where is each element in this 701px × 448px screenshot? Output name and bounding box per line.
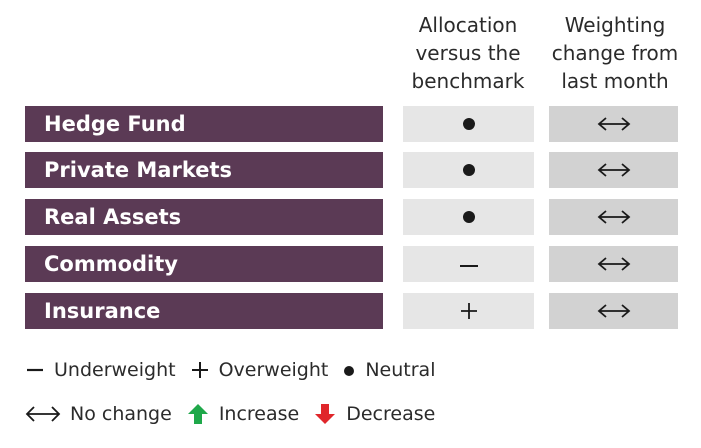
table-row: Insurance xyxy=(0,293,701,329)
no-change-arrow-icon xyxy=(25,404,61,424)
allocation-cell xyxy=(403,199,534,235)
legend-increase-label: Increase xyxy=(218,403,300,425)
change-column-header: Weighting change from last month xyxy=(551,13,679,93)
allocation-cell xyxy=(403,246,534,282)
no-change-arrow-icon xyxy=(597,117,630,131)
change-cell xyxy=(549,293,678,329)
no-change-arrow-icon xyxy=(597,210,630,224)
change-cell xyxy=(549,106,678,142)
table-row: Hedge Fund xyxy=(0,106,701,142)
legend-decrease-label: Decrease xyxy=(346,403,436,425)
legend-change: No change Increase Decrease xyxy=(25,402,449,426)
decrease-arrow-icon xyxy=(313,402,337,426)
legend-underweight-label: Underweight xyxy=(54,359,176,381)
change-cell xyxy=(549,199,678,235)
neutral-dot-icon xyxy=(462,211,475,223)
underweight-minus-icon xyxy=(25,360,45,380)
allocation-cell xyxy=(403,293,534,329)
legend-neutral-label: Neutral xyxy=(365,359,436,381)
allocation-column-header: Allocation versus the benchmark xyxy=(411,13,525,93)
row-label: Commodity xyxy=(25,246,383,282)
row-label: Insurance xyxy=(25,293,383,329)
row-label: Real Assets xyxy=(25,199,383,235)
change-cell xyxy=(549,152,678,188)
increase-arrow-icon xyxy=(186,402,210,426)
legend-overweight-label: Overweight xyxy=(218,359,329,381)
neutral-dot-icon xyxy=(462,118,475,130)
overweight-plus-icon xyxy=(460,303,477,319)
allocation-cell xyxy=(403,106,534,142)
allocation-cell xyxy=(403,152,534,188)
no-change-arrow-icon xyxy=(597,257,630,271)
row-label: Hedge Fund xyxy=(25,106,383,142)
table-row: Private Markets xyxy=(0,152,701,188)
no-change-arrow-icon xyxy=(597,304,630,318)
row-label: Private Markets xyxy=(25,152,383,188)
overweight-plus-icon xyxy=(190,360,210,380)
legend-allocation: Underweight Overweight Neutral xyxy=(25,359,449,381)
neutral-dot-icon xyxy=(342,360,356,380)
neutral-dot-icon xyxy=(462,164,475,176)
legend-no-change-label: No change xyxy=(70,403,172,425)
table-row: Commodity xyxy=(0,246,701,282)
change-cell xyxy=(549,246,678,282)
underweight-minus-icon xyxy=(459,264,478,268)
table-row: Real Assets xyxy=(0,199,701,235)
no-change-arrow-icon xyxy=(597,163,630,177)
